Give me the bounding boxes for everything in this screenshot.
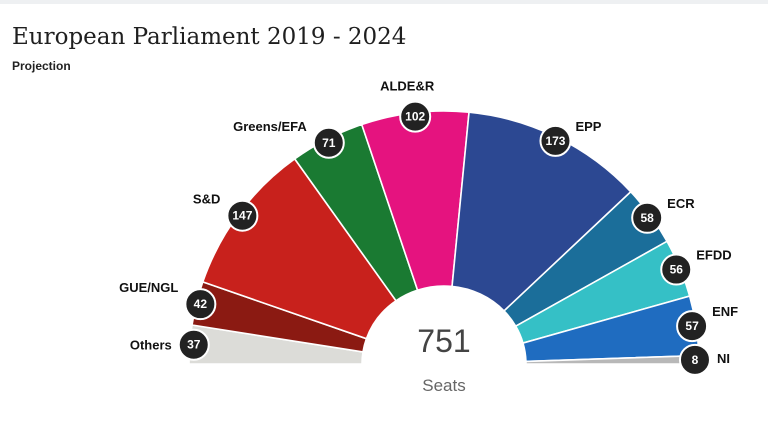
- party-label-ecr: ECR: [667, 196, 695, 211]
- seat-badge-ecr: [631, 201, 664, 234]
- party-label-aldeandr: ALDE&R: [380, 79, 435, 94]
- seat-badge-greens-efa: [312, 126, 345, 159]
- seat-badge-aldeandr: [399, 100, 432, 133]
- seat-badge-sandd: [226, 199, 259, 232]
- seat-badge-enf: [676, 310, 709, 343]
- seat-value-others: 37: [187, 338, 201, 352]
- party-label-sandd: S&D: [193, 192, 220, 207]
- seat-badge-gue-ngl: [184, 288, 217, 321]
- party-label-enf: ENF: [712, 304, 738, 319]
- total-seats-value: 751: [417, 323, 470, 359]
- seat-value-gue-ngl: 42: [194, 297, 208, 311]
- party-label-epp: EPP: [575, 119, 601, 134]
- seat-value-ecr: 58: [641, 211, 655, 225]
- seat-badge-others: [177, 328, 210, 361]
- seat-badge-epp: [539, 124, 572, 157]
- party-label-ni: NI: [717, 351, 730, 366]
- seat-value-ni: 8: [692, 353, 699, 367]
- seat-value-efdd: 56: [670, 263, 684, 277]
- chart-title: European Parliament 2019 - 2024: [12, 24, 407, 50]
- seat-value-epp: 173: [545, 134, 565, 148]
- slice-epp: [451, 111, 632, 313]
- party-label-gue-ngl: GUE/NGL: [119, 280, 178, 295]
- total-seats-label: Seats: [422, 376, 465, 395]
- chart-subtitle: Projection: [12, 59, 71, 73]
- seat-badge-efdd: [660, 253, 693, 286]
- top-border: [0, 0, 768, 4]
- seat-badge-ni: [678, 343, 711, 376]
- party-label-efdd: EFDD: [696, 248, 731, 263]
- seat-value-greens-efa: 71: [322, 136, 336, 150]
- party-label-others: Others: [130, 338, 172, 353]
- seat-value-sandd: 147: [232, 209, 252, 223]
- seat-value-enf: 57: [685, 319, 699, 333]
- seat-value-aldeandr: 102: [405, 110, 425, 124]
- party-label-greens-efa: Greens/EFA: [233, 119, 307, 134]
